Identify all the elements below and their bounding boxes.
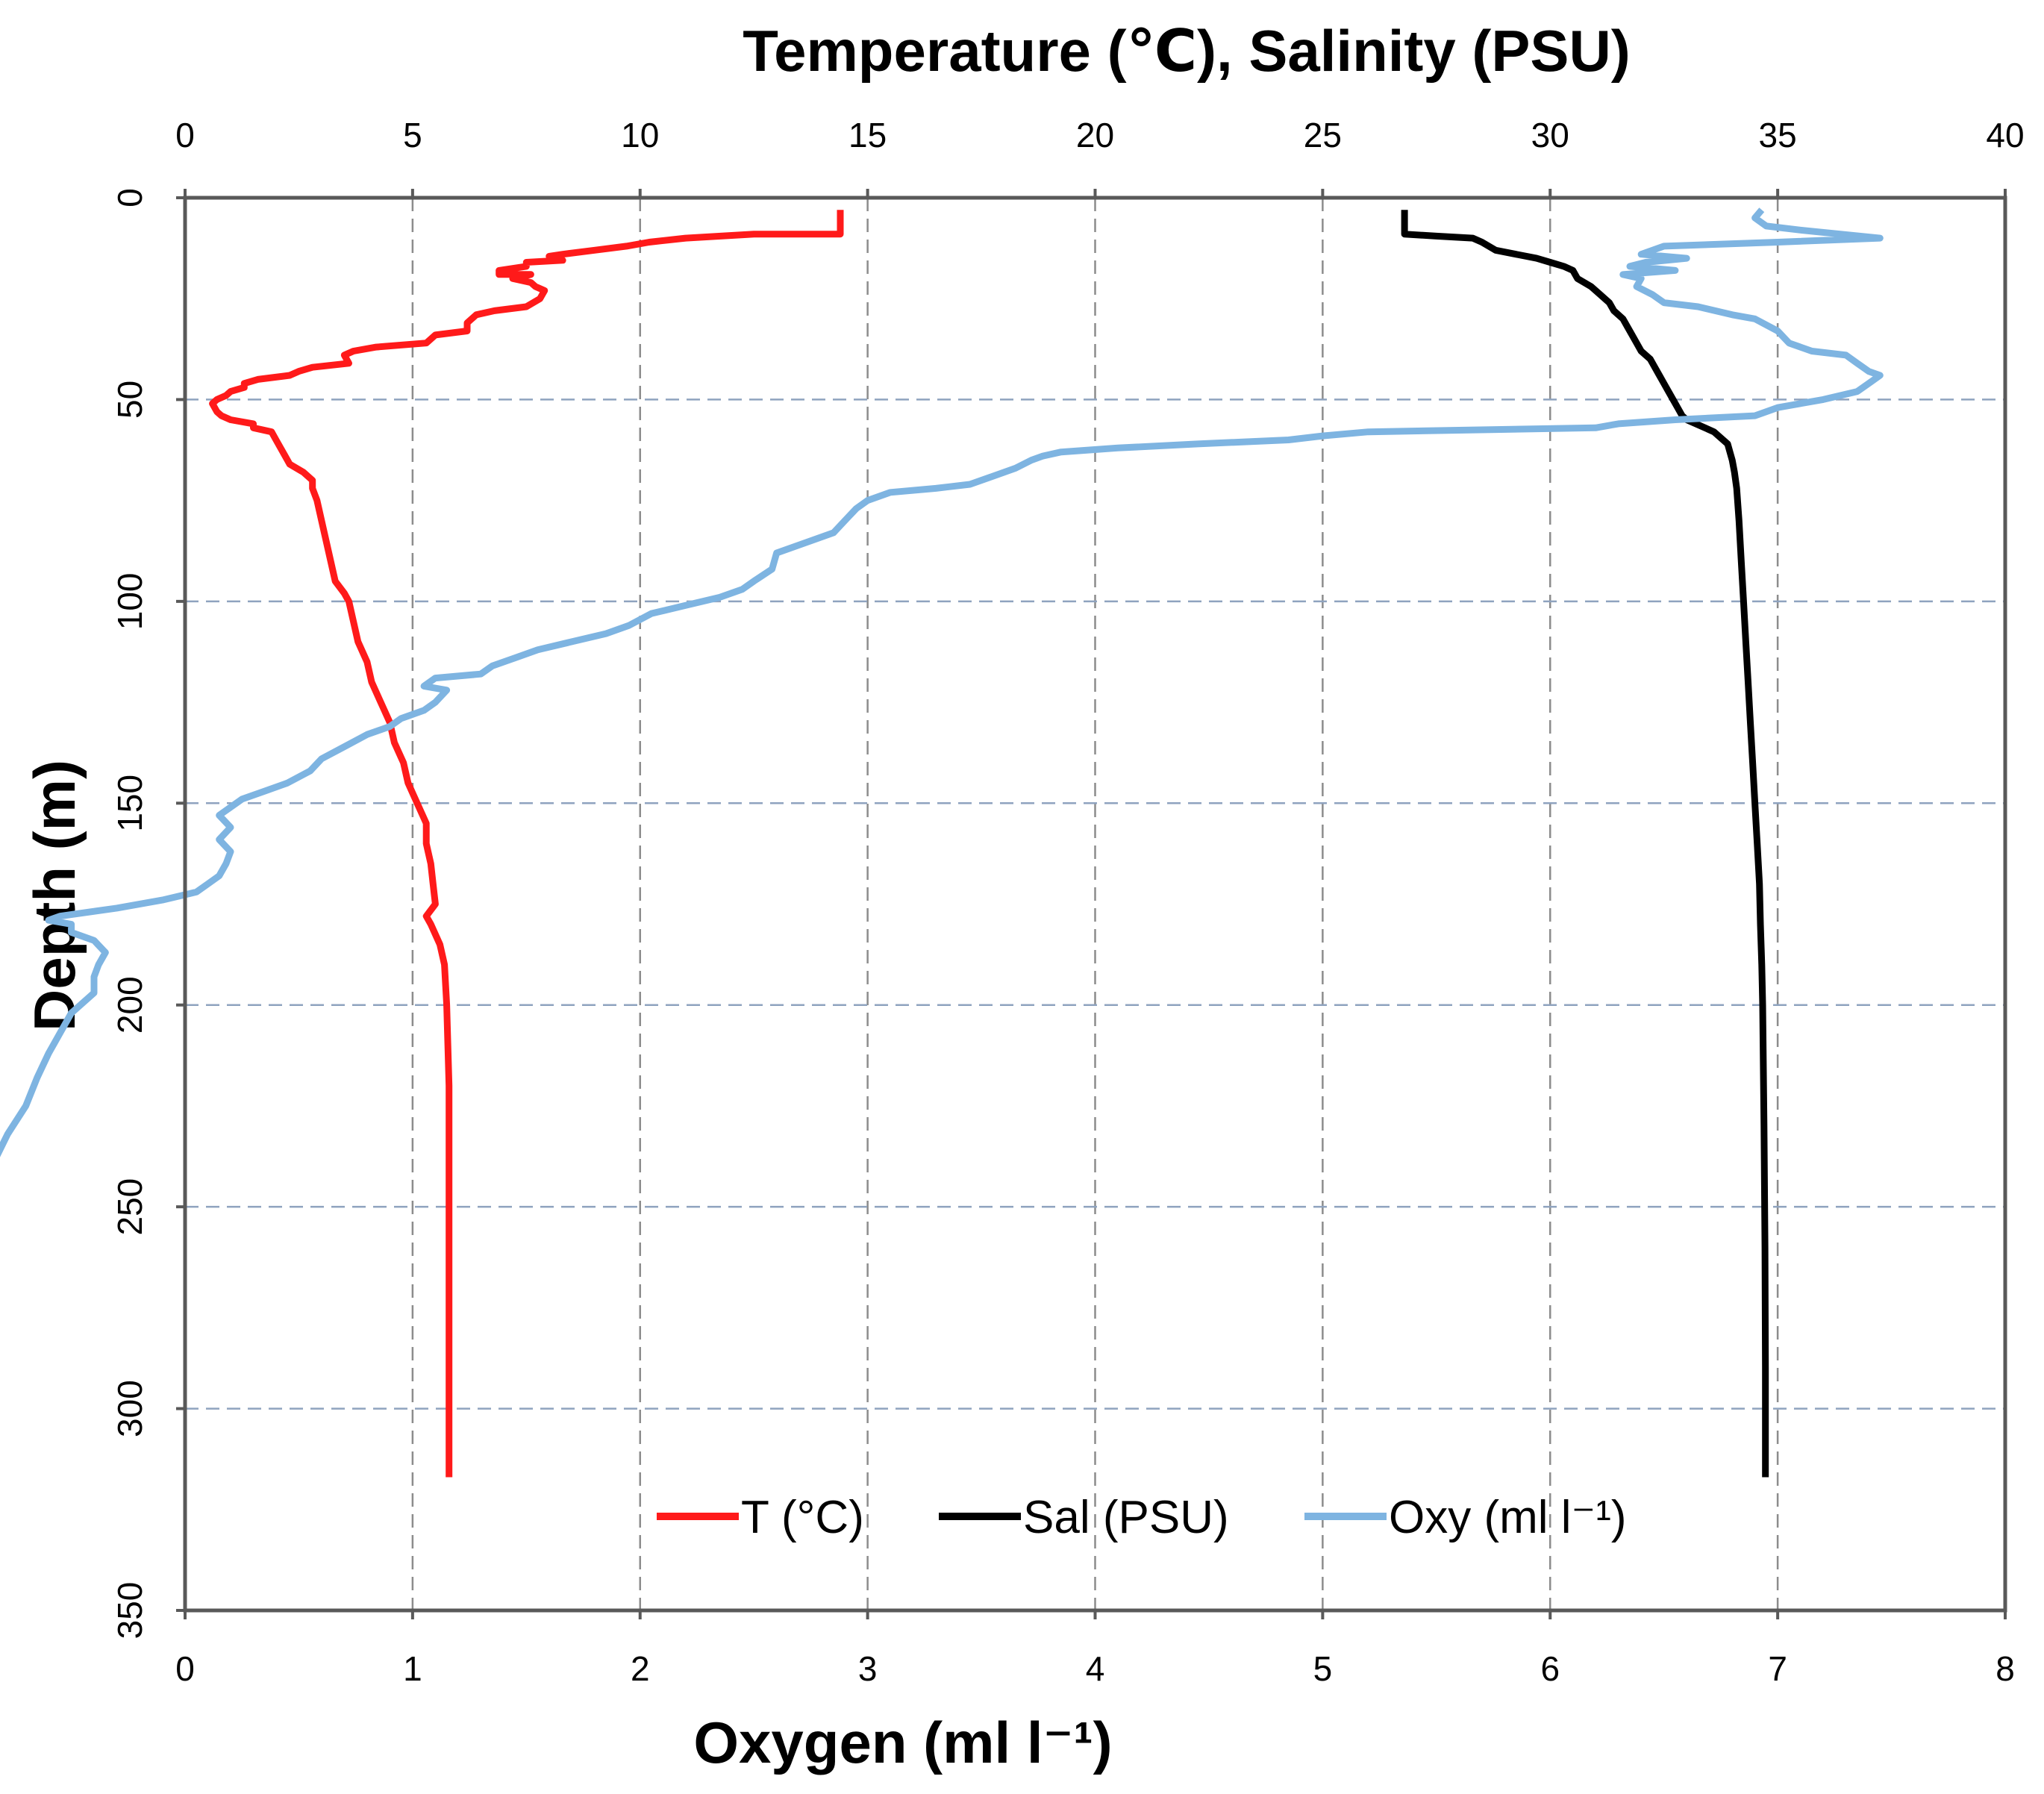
top-axis-title: Temperature (℃), Salinity (PSU) <box>743 18 1631 84</box>
top-axis-tick-label: 35 <box>1759 116 1797 154</box>
legend-label-oxygen: Oxy (ml l⁻¹) <box>1389 1492 1627 1543</box>
temperature-line <box>209 210 844 1478</box>
top-axis-tick-label: 10 <box>621 116 659 154</box>
y-axis-tick-label: 200 <box>110 976 149 1034</box>
top-axis-tick-label: 25 <box>1304 116 1342 154</box>
bottom-axis-tick-label: 2 <box>631 1649 650 1688</box>
axis-tick-labels: 0 5 10 15 20 25 30 35 40 0 1 2 3 4 5 6 7 8 0 50 100 150 200 250… <box>110 116 2025 1688</box>
bottom-axis-title: Oxygen (ml l⁻¹) <box>693 1710 1112 1775</box>
legend: T (°C) Sal (PSU) Oxy (ml l⁻¹) <box>657 1492 1627 1543</box>
y-axis-tick-label: 0 <box>110 188 149 207</box>
top-axis-tick-label: 0 <box>175 116 195 154</box>
bottom-axis-tick-label: 3 <box>858 1649 878 1688</box>
bottom-axis-tick-label: 4 <box>1086 1649 1105 1688</box>
top-axis-tick-label: 15 <box>848 116 887 154</box>
top-axis-tick-label: 20 <box>1076 116 1114 154</box>
legend-label-salinity: Sal (PSU) <box>1023 1492 1229 1543</box>
bottom-axis-tick-label: 1 <box>403 1649 422 1688</box>
bottom-axis-tick-label: 8 <box>1995 1649 2015 1688</box>
top-axis-tick-label: 30 <box>1531 116 1569 154</box>
bottom-axis-tick-label: 5 <box>1313 1649 1333 1688</box>
y-axis-tick-label: 350 <box>110 1582 149 1640</box>
grid-lines <box>185 198 2005 1610</box>
top-axis-tick-label: 40 <box>1986 116 2024 154</box>
y-axis-tick-label: 100 <box>110 572 149 630</box>
y-axis-tick-label: 50 <box>110 381 149 419</box>
legend-label-temperature: T (°C) <box>741 1492 864 1543</box>
bottom-axis-tick-label: 6 <box>1540 1649 1560 1688</box>
top-axis-tick-label: 5 <box>403 116 422 154</box>
bottom-axis-tick-label: 0 <box>175 1649 195 1688</box>
y-axis-tick-label: 250 <box>110 1178 149 1236</box>
data-series <box>0 207 1884 1478</box>
y-axis-tick-label: 300 <box>110 1380 149 1437</box>
bottom-axis-tick-label: 7 <box>1768 1649 1787 1688</box>
y-axis-title: Depth (m) <box>22 760 87 1031</box>
y-axis-tick-label: 150 <box>110 775 149 832</box>
oxygen-line <box>0 207 1884 1157</box>
